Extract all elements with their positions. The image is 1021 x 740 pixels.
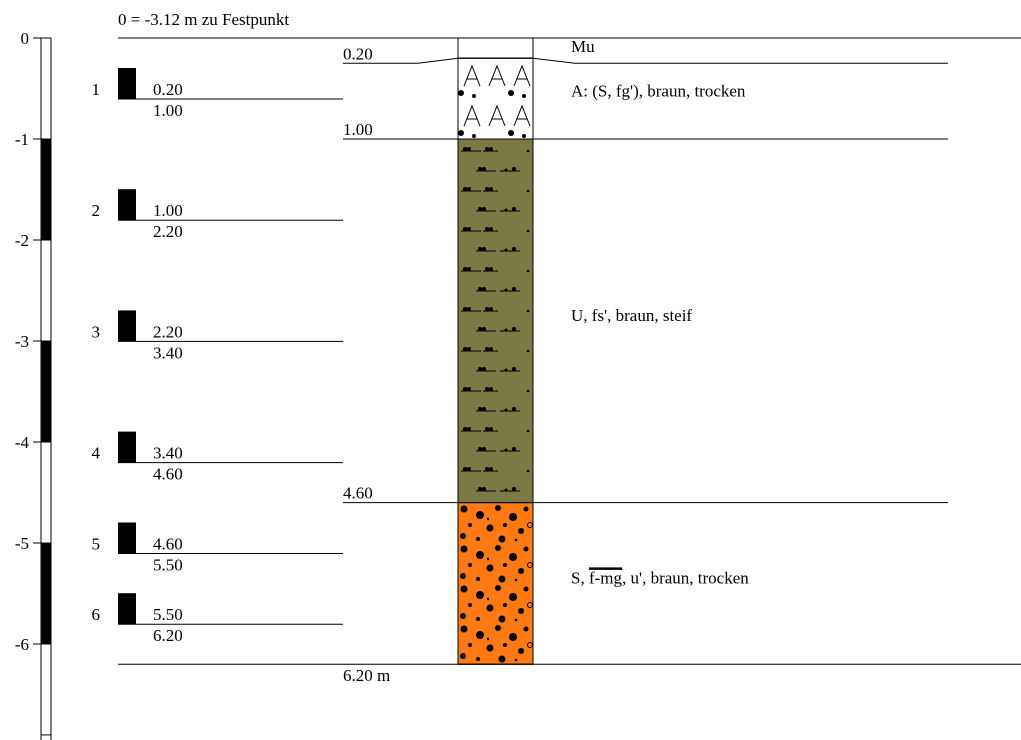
layer-boundary-line	[343, 57, 948, 64]
scale-tick-label: 0	[21, 29, 30, 48]
scale-tick-label: -4	[15, 433, 30, 452]
layer-description: S, f-mg, u', braun, trocken	[571, 568, 749, 587]
sample-top-depth: 5.50	[153, 605, 183, 624]
sample-marker	[118, 431, 136, 463]
layer-depth-label: 0.20	[343, 44, 373, 63]
soil-layer-pattern	[457, 57, 534, 140]
layer-description-overlined: f-mg	[589, 568, 623, 587]
layer-depth-label: 1.00	[343, 120, 373, 139]
sample-bottom-depth: 6.20	[153, 626, 183, 645]
layer-descriptions: Mu A: (S, fg'), braun, trocken U, fs', bra…	[571, 37, 749, 587]
sample-number: 1	[92, 80, 101, 99]
soil-layer-pattern	[457, 502, 534, 665]
sample-number: 6	[92, 605, 101, 624]
sample-top-depth: 2.20	[153, 322, 183, 341]
sample-marker	[118, 593, 136, 625]
layer-description-part: S,	[571, 568, 589, 587]
scale-tick-label: -1	[15, 130, 29, 149]
layer-description: A: (S, fg'), braun, trocken	[571, 82, 746, 101]
sample-marker	[118, 522, 136, 554]
sample-number: 4	[92, 444, 101, 463]
layer-description-part: , u', braun, trocken	[622, 568, 749, 587]
layer-depth-column: 0.20 1.00 4.60 6.20 m	[118, 37, 1021, 685]
layer-description: U, fs', braun, steif	[571, 306, 692, 325]
scale-tick-label: -5	[15, 534, 29, 553]
depth-scale: 0 -1 -2 -3 -4 -5 -6	[15, 29, 52, 740]
scale-segment	[40, 441, 52, 544]
sample-marker	[118, 310, 136, 342]
soil-layer	[457, 37, 534, 59]
sample-top-depth: 3.40	[153, 444, 183, 463]
sample-top-depth: 0.20	[153, 80, 183, 99]
sample-number: 3	[92, 322, 101, 341]
sample-bottom-depth: 1.00	[153, 101, 183, 120]
sample-bottom-depth: 2.20	[153, 222, 183, 241]
sample-top-depth: 4.60	[153, 535, 183, 554]
scale-segment	[40, 239, 52, 342]
sample-list: 1 0.20 1.00 2 1.00 2.20 3 2.20 3.40 4 3.40 4.60 5 4.6…	[92, 68, 343, 645]
sample-number: 5	[92, 535, 101, 554]
scale-segment	[40, 37, 52, 140]
sample-top-depth: 1.00	[153, 201, 183, 220]
final-depth-label: 6.20 m	[343, 666, 390, 685]
sample-bottom-depth: 3.40	[153, 343, 183, 362]
scale-segment	[41, 543, 51, 644]
reference-label: 0 = -3.12 m zu Festpunkt	[118, 10, 289, 29]
layer-depth-label: 4.60	[343, 484, 373, 503]
scale-segment	[41, 139, 51, 240]
scale-segment	[40, 643, 52, 736]
sample-marker	[118, 68, 136, 99]
soil-column	[118, 37, 1021, 665]
scale-tick-label: -6	[15, 635, 29, 654]
scale-segment	[41, 341, 51, 442]
sample-bottom-depth: 4.60	[153, 465, 183, 484]
scale-tick-label: -3	[15, 332, 29, 351]
layer-description: Mu	[571, 37, 595, 56]
sample-marker	[118, 189, 136, 221]
sample-number: 2	[92, 201, 101, 220]
soil-layer-pattern	[457, 138, 534, 504]
sample-bottom-depth: 5.50	[153, 556, 183, 575]
scale-tick-label: -2	[15, 231, 29, 250]
